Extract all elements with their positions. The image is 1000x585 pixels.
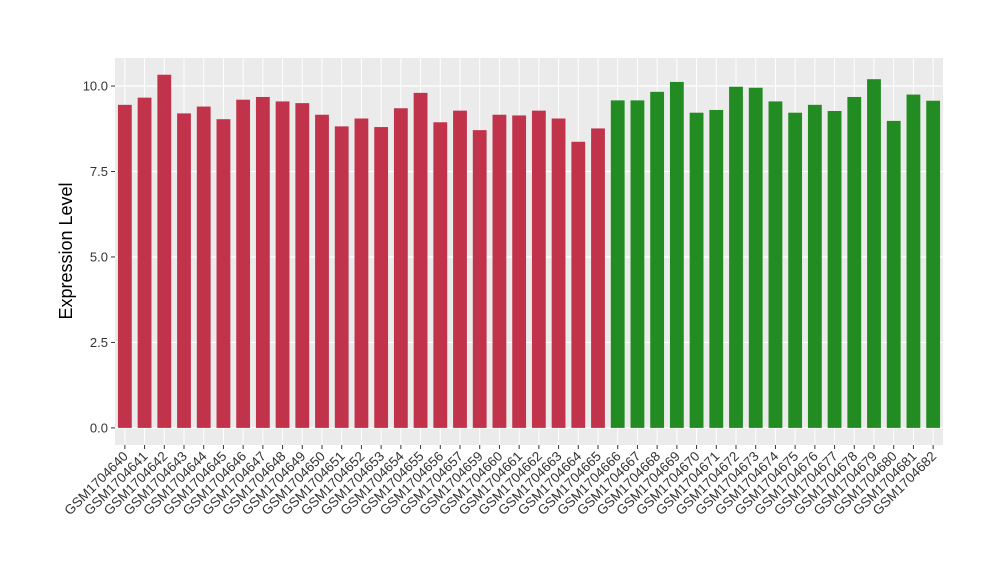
bar <box>926 100 941 428</box>
bar <box>177 113 191 428</box>
y-tick-label: 7.5 <box>90 164 108 179</box>
bar <box>137 97 152 428</box>
bar <box>334 126 349 428</box>
bar <box>472 130 487 428</box>
bar <box>709 109 724 428</box>
bar <box>531 110 546 428</box>
bar <box>216 119 231 428</box>
bar <box>413 92 428 428</box>
bar <box>906 94 921 428</box>
bar <box>315 114 329 428</box>
bar <box>196 106 211 428</box>
bar <box>748 87 763 428</box>
bar <box>591 128 605 428</box>
bar <box>236 99 251 428</box>
bar <box>157 74 172 428</box>
bar <box>867 79 881 428</box>
bar <box>827 110 842 428</box>
bar <box>650 91 665 428</box>
bar <box>610 100 625 428</box>
bar <box>295 103 310 428</box>
y-tick-label: 0.0 <box>90 420 108 435</box>
bar <box>512 115 527 428</box>
bar <box>275 101 290 428</box>
bar <box>255 96 270 428</box>
bar <box>847 96 862 428</box>
bar <box>886 120 901 428</box>
bar <box>393 108 408 428</box>
bar <box>433 122 448 428</box>
y-axis-title: Expression Level <box>56 182 76 319</box>
bar <box>630 100 645 428</box>
bar <box>807 104 822 428</box>
bar <box>117 104 132 428</box>
bar <box>551 118 566 428</box>
y-tick-label: 2.5 <box>90 335 108 350</box>
bar <box>768 101 783 428</box>
bar <box>729 86 743 428</box>
bar <box>492 114 507 428</box>
panel <box>115 58 943 445</box>
bar <box>354 118 369 428</box>
bar <box>453 110 467 428</box>
bar <box>669 81 684 428</box>
bar <box>689 112 704 428</box>
bar <box>788 112 803 428</box>
bar <box>571 141 586 428</box>
bar <box>374 127 389 428</box>
y-tick-label: 5.0 <box>90 249 108 264</box>
y-tick-label: 10.0 <box>83 79 108 94</box>
